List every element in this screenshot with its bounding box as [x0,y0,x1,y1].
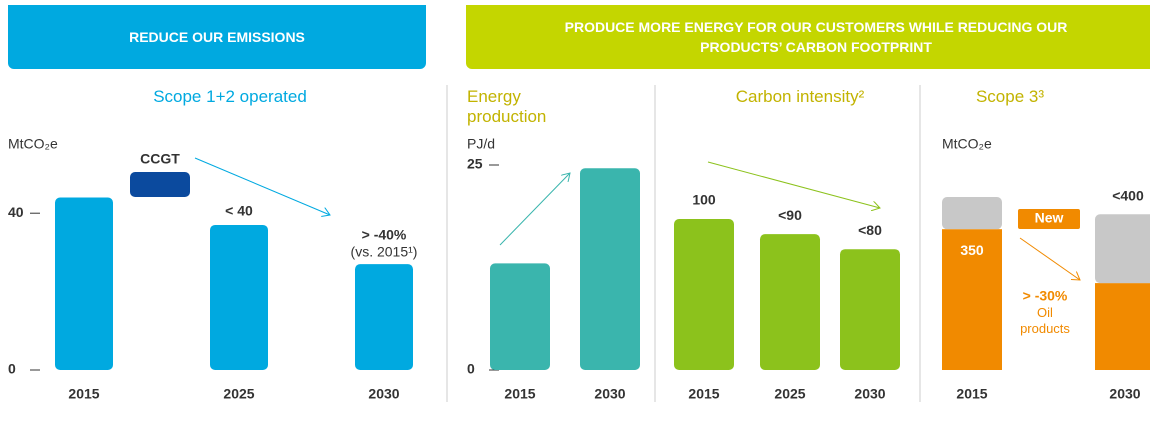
banner: REDUCE OUR EMISSIONS [8,5,426,69]
bar-segment [942,229,1002,370]
annotation: Oil products [1020,305,1070,336]
bar [840,249,900,370]
chart-title: Scope 1+2 operated [153,87,307,106]
annotation: (vs. 2015¹) [351,244,418,260]
value-label: <90 [778,207,802,223]
y-axis-label: MtCO₂e [942,136,992,152]
y-tick-label: 0 [467,361,475,377]
y-axis-label: MtCO₂e [8,136,58,152]
y-tick-label: 25 [467,156,483,172]
annotation: < 40 [225,203,253,219]
bar [355,264,413,370]
bar [580,168,640,370]
x-tick-label: 2015 [68,386,99,402]
chart-title: Energy production [467,87,547,126]
annotation: New [1035,210,1064,226]
bar-segment [1095,283,1150,370]
y-tick-label: 0 [8,361,16,377]
x-tick-label: 2030 [594,386,625,402]
value-label: <80 [858,222,882,238]
arrow [194,157,330,215]
arrow [1019,237,1080,280]
new-box [1018,209,1080,229]
arrow [499,173,570,246]
annotation: <400 [1112,188,1144,204]
x-tick-label: 2030 [1109,386,1140,402]
y-axis-label: PJ/d [467,136,495,152]
x-tick-label: 2030 [854,386,885,402]
x-tick-label: 2015 [504,386,535,402]
bar [210,224,268,370]
x-tick-label: 2025 [774,386,805,402]
x-tick-label: 2030 [368,386,399,402]
ccgt-box [130,172,190,197]
chart-title: Scope 3³ [975,87,1045,106]
arrow [707,161,880,208]
bar [760,234,820,370]
bar [674,219,734,370]
bar-segment [942,197,1002,230]
x-tick-label: 2025 [223,386,254,402]
annotation: CCGT [140,151,180,167]
x-tick-label: 2015 [956,386,987,402]
y-tick-label: 40 [8,204,24,220]
bar [55,197,113,370]
bar [490,263,550,370]
bar-segment [1095,214,1150,284]
x-tick-label: 2015 [688,386,719,402]
chart-title: Carbon intensity² [735,87,865,106]
annotation: > -30% [1023,288,1068,304]
annotation: > -40% [362,227,407,243]
value-label: 100 [692,192,716,208]
banner: PRODUCE MORE ENERGY FOR OUR CUSTOMERS WH… [466,5,1150,69]
value-label: 350 [960,242,984,258]
